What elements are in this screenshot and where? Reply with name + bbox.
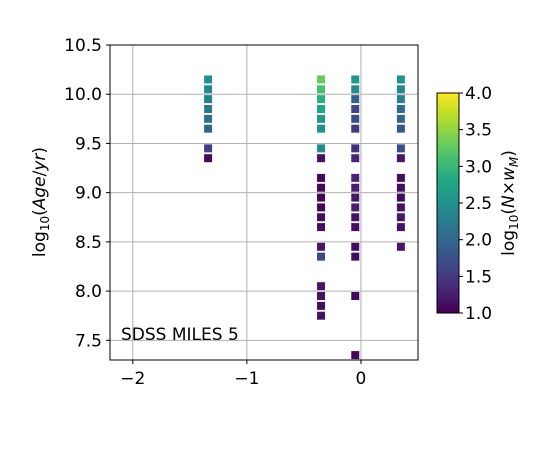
data-point bbox=[351, 95, 360, 104]
data-point bbox=[351, 252, 360, 261]
data-point bbox=[204, 124, 213, 133]
data-point bbox=[204, 75, 213, 84]
data-point bbox=[396, 183, 405, 192]
colorbar-tick-label: 3.5 bbox=[465, 121, 492, 141]
data-point bbox=[396, 104, 405, 113]
data-point bbox=[317, 124, 326, 133]
data-point bbox=[317, 144, 326, 153]
data-point bbox=[317, 311, 326, 320]
data-point bbox=[351, 193, 360, 202]
data-point bbox=[351, 242, 360, 251]
x-tick-label: −1 bbox=[234, 369, 259, 389]
data-point bbox=[317, 95, 326, 104]
data-point bbox=[396, 154, 405, 163]
data-point bbox=[396, 213, 405, 222]
data-point bbox=[204, 154, 213, 163]
data-point bbox=[396, 203, 405, 212]
data-point bbox=[396, 75, 405, 84]
data-point bbox=[396, 95, 405, 104]
data-point bbox=[317, 104, 326, 113]
data-point bbox=[396, 242, 405, 251]
data-point bbox=[317, 193, 326, 202]
y-tick-label: 9.0 bbox=[75, 184, 102, 204]
plot-frame bbox=[109, 44, 419, 361]
data-point bbox=[204, 104, 213, 113]
y-tick-label: 10.0 bbox=[64, 85, 102, 105]
colorbar-tick-label: 4.0 bbox=[465, 84, 492, 104]
data-point bbox=[396, 85, 405, 94]
data-point bbox=[351, 223, 360, 232]
data-point bbox=[204, 95, 213, 104]
x-tick-label: 0 bbox=[356, 369, 367, 389]
data-point bbox=[351, 213, 360, 222]
y-tick-label: 8.5 bbox=[75, 233, 102, 253]
y-tick-label: 9.5 bbox=[75, 134, 102, 154]
data-point bbox=[396, 144, 405, 153]
colorbar-ticks: 1.0 1.5 2.0 2.5 3.0 3.5 4.0 bbox=[459, 84, 492, 324]
data-point bbox=[317, 154, 326, 163]
colorbar-tick-label: 1.5 bbox=[465, 267, 492, 287]
x-axis-ticks: −2 −1 0 bbox=[120, 360, 366, 389]
grid-lines bbox=[110, 44, 418, 360]
colorbar-tick-label: 2.0 bbox=[465, 231, 492, 251]
y-tick-label: 7.5 bbox=[75, 331, 102, 351]
data-point bbox=[317, 213, 326, 222]
data-point bbox=[351, 351, 360, 360]
data-point bbox=[317, 242, 326, 251]
data-point bbox=[351, 203, 360, 212]
data-point bbox=[351, 104, 360, 113]
data-point bbox=[351, 144, 360, 153]
data-point bbox=[317, 114, 326, 123]
data-point bbox=[317, 173, 326, 182]
data-point bbox=[204, 144, 213, 153]
data-point bbox=[396, 223, 405, 232]
data-point bbox=[317, 85, 326, 94]
data-point bbox=[396, 193, 405, 202]
colorbar-tick-label: 2.5 bbox=[465, 194, 492, 214]
colorbar-tick-label: 3.0 bbox=[465, 157, 492, 177]
data-point bbox=[204, 114, 213, 123]
data-point bbox=[396, 124, 405, 133]
data-point bbox=[351, 183, 360, 192]
y-tick-label: 8.0 bbox=[75, 282, 102, 302]
colorbar bbox=[436, 92, 460, 314]
x-tick-label: −2 bbox=[120, 369, 145, 389]
data-point bbox=[396, 173, 405, 182]
chart-annotation: SDSS MILES 5 bbox=[121, 325, 239, 345]
colorbar-tick-label: 1.0 bbox=[465, 304, 492, 324]
data-point bbox=[351, 114, 360, 123]
data-point bbox=[396, 114, 405, 123]
data-point bbox=[317, 75, 326, 84]
y-axis-label: log10(Age/yr) bbox=[30, 147, 52, 257]
data-points bbox=[204, 75, 405, 360]
data-point bbox=[317, 292, 326, 301]
data-point bbox=[317, 252, 326, 261]
data-point bbox=[351, 173, 360, 182]
data-point bbox=[204, 85, 213, 94]
data-point bbox=[351, 75, 360, 84]
data-point bbox=[351, 154, 360, 163]
y-tick-label: 10.5 bbox=[64, 36, 102, 56]
data-point bbox=[351, 292, 360, 301]
data-point bbox=[351, 124, 360, 133]
data-point bbox=[317, 223, 326, 232]
y-axis-ticks: 7.5 8.0 8.5 9.0 9.5 10.0 10.5 bbox=[64, 36, 110, 351]
data-point bbox=[317, 203, 326, 212]
data-point bbox=[317, 301, 326, 310]
data-point bbox=[317, 282, 326, 291]
data-point bbox=[317, 183, 326, 192]
colorbar-label: log10(N×wM) bbox=[499, 150, 521, 256]
data-point bbox=[351, 85, 360, 94]
